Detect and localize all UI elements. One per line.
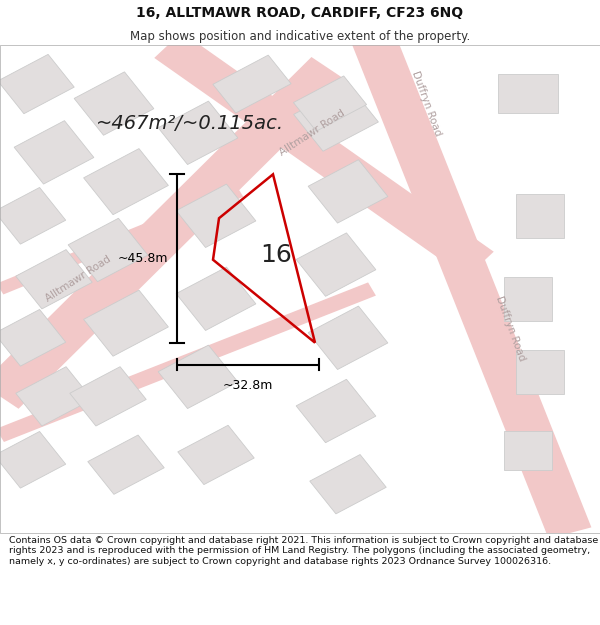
- Polygon shape: [293, 85, 379, 151]
- Polygon shape: [310, 454, 386, 514]
- Polygon shape: [296, 379, 376, 442]
- Text: ~45.8m: ~45.8m: [118, 252, 168, 265]
- Polygon shape: [504, 431, 552, 469]
- Polygon shape: [83, 290, 169, 356]
- Polygon shape: [178, 425, 254, 484]
- Polygon shape: [0, 57, 349, 409]
- Polygon shape: [14, 121, 94, 184]
- Text: Alltmawr Road: Alltmawr Road: [277, 108, 347, 158]
- Polygon shape: [16, 367, 92, 426]
- Polygon shape: [70, 367, 146, 426]
- Text: 16, ALLTMAWR ROAD, CARDIFF, CF23 6NQ: 16, ALLTMAWR ROAD, CARDIFF, CF23 6NQ: [136, 6, 464, 19]
- Polygon shape: [176, 184, 256, 248]
- Text: Duffryn Road: Duffryn Road: [410, 69, 442, 138]
- Polygon shape: [0, 188, 66, 244]
- Polygon shape: [74, 72, 154, 135]
- Polygon shape: [213, 55, 291, 113]
- Polygon shape: [0, 431, 66, 488]
- Text: Contains OS data © Crown copyright and database right 2021. This information is : Contains OS data © Crown copyright and d…: [9, 536, 598, 566]
- Polygon shape: [498, 74, 558, 113]
- Polygon shape: [504, 277, 552, 321]
- Polygon shape: [176, 267, 256, 331]
- Text: Duffryn Road: Duffryn Road: [494, 294, 526, 362]
- Polygon shape: [83, 149, 169, 214]
- Text: Map shows position and indicative extent of the property.: Map shows position and indicative extent…: [130, 31, 470, 43]
- Polygon shape: [16, 249, 92, 309]
- Polygon shape: [293, 76, 367, 131]
- Polygon shape: [158, 345, 238, 409]
- Text: Alltmawr Road: Alltmawr Road: [43, 254, 113, 304]
- Polygon shape: [68, 218, 148, 282]
- Text: ~32.8m: ~32.8m: [223, 379, 273, 392]
- Polygon shape: [154, 32, 494, 278]
- Polygon shape: [88, 435, 164, 494]
- Polygon shape: [516, 194, 564, 238]
- Text: ~467m²/~0.115ac.: ~467m²/~0.115ac.: [96, 114, 284, 132]
- Polygon shape: [0, 309, 66, 366]
- Polygon shape: [0, 282, 376, 442]
- Polygon shape: [158, 101, 238, 164]
- Polygon shape: [308, 306, 388, 369]
- Text: 16: 16: [260, 243, 292, 267]
- Polygon shape: [0, 186, 244, 294]
- Polygon shape: [296, 233, 376, 296]
- Polygon shape: [308, 160, 388, 223]
- Polygon shape: [516, 350, 564, 394]
- Polygon shape: [350, 29, 592, 539]
- Polygon shape: [0, 54, 74, 114]
